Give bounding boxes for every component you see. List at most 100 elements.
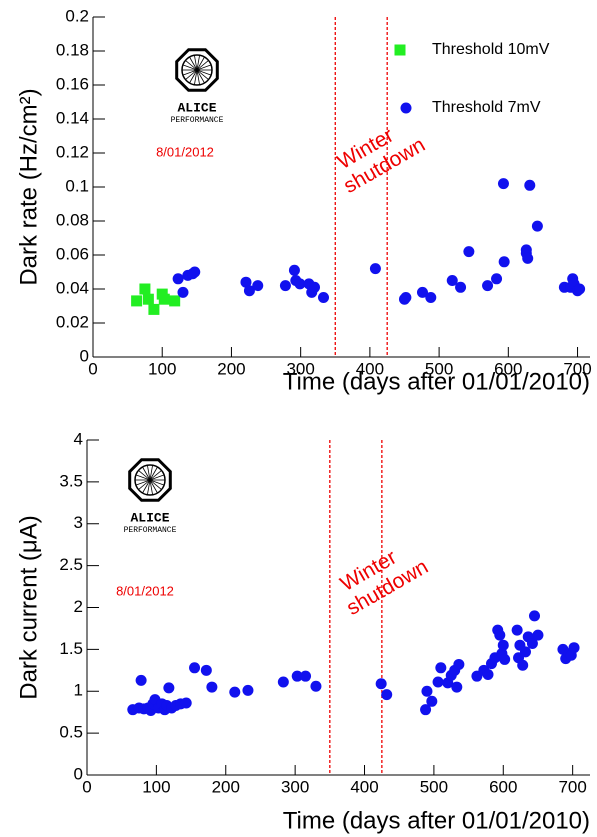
logo-spoke — [194, 69, 198, 85]
x-tick-label: 700 — [563, 359, 591, 378]
logo-spoke — [189, 56, 198, 71]
logo-title: ALICE — [130, 510, 169, 525]
y-tick-label: 4 — [74, 429, 83, 448]
y-tick-label: 3.5 — [59, 471, 83, 490]
point — [421, 685, 433, 697]
point — [446, 275, 458, 286]
y-tick-label: 0.12 — [56, 142, 89, 161]
point — [277, 676, 289, 688]
logo-spoke — [149, 479, 165, 486]
point — [142, 293, 154, 305]
logo-spoke — [149, 466, 158, 481]
point — [426, 695, 438, 707]
logo-spoke — [194, 55, 198, 71]
point — [139, 283, 151, 295]
point — [526, 638, 538, 650]
logo-spoke — [149, 479, 162, 490]
point — [568, 642, 580, 654]
point — [494, 629, 506, 641]
logo-octagon — [175, 48, 219, 92]
x-tick-label: 500 — [425, 359, 453, 378]
legend-marker — [400, 102, 412, 114]
y-tick-label: 0.16 — [56, 74, 89, 93]
point — [425, 292, 437, 303]
logo-subtitle: PERFORMANCE — [124, 526, 177, 535]
point — [163, 682, 175, 694]
point — [574, 283, 586, 295]
point — [177, 286, 189, 298]
point — [482, 280, 494, 292]
y-tick-label: 0.08 — [56, 210, 89, 229]
point — [532, 629, 544, 641]
logo-spoke — [182, 64, 198, 71]
point — [455, 281, 467, 293]
x-axis-title: Time (days after 01/01/2010) — [283, 368, 590, 395]
y-tick-label: 2.5 — [59, 555, 83, 574]
point — [497, 639, 509, 651]
point — [189, 266, 201, 278]
point — [432, 676, 444, 688]
y-tick-label: 0.1 — [65, 176, 89, 195]
y-axis-title: Dark current (μA) — [15, 515, 42, 700]
point — [294, 278, 306, 290]
x-tick-label: 700 — [558, 777, 586, 796]
point — [200, 664, 212, 676]
logo-spoke — [196, 69, 209, 80]
point — [135, 674, 147, 686]
y-tick-label: 0.02 — [56, 312, 89, 331]
logo-spoke — [135, 474, 151, 481]
point — [482, 669, 494, 680]
x-tick-label: 100 — [148, 359, 176, 378]
logo-octagon — [128, 458, 172, 502]
x-tick-label: 400 — [350, 777, 378, 796]
point — [497, 178, 509, 190]
legend-label: Threshold 10mV — [432, 41, 550, 58]
x-tick-label: 600 — [494, 359, 522, 378]
point — [158, 293, 170, 305]
logo-spoke — [196, 64, 212, 71]
logo-spoke — [149, 479, 153, 495]
legend-marker — [394, 44, 406, 56]
y-tick-label: 1.5 — [59, 639, 83, 658]
point — [519, 646, 531, 658]
logo-spoke — [196, 69, 200, 85]
point — [291, 670, 303, 682]
logo-spoke — [185, 60, 198, 71]
logo-spoke — [196, 69, 205, 84]
point — [498, 256, 510, 268]
point — [288, 264, 300, 276]
logo-spoke — [142, 479, 151, 494]
point — [180, 697, 192, 709]
logo-spoke — [138, 479, 151, 490]
point — [229, 686, 241, 698]
y-tick-label: 3 — [74, 513, 83, 532]
logo-subtitle: PERFORMANCE — [171, 116, 224, 125]
x-axis-title: Time (days after 01/01/2010) — [283, 807, 590, 834]
x-tick-label: 200 — [217, 359, 245, 378]
y-tick-label: 0 — [74, 764, 83, 783]
point — [309, 281, 321, 293]
y-tick-label: 0 — [80, 346, 89, 365]
point — [300, 670, 312, 682]
x-tick-label: 500 — [420, 777, 448, 796]
date-label: 8/01/2012 — [116, 583, 174, 598]
point — [463, 246, 475, 258]
logo-spoke — [189, 69, 198, 84]
x-tick-label: 0 — [88, 359, 97, 378]
logo-title: ALICE — [177, 100, 216, 115]
logo-spoke — [196, 60, 209, 71]
logo-spoke — [135, 479, 151, 486]
point — [169, 295, 181, 307]
point — [310, 680, 322, 692]
point — [528, 610, 540, 622]
point — [451, 681, 463, 693]
point — [242, 684, 254, 696]
logo-spoke — [196, 69, 212, 76]
x-tick-label: 200 — [212, 777, 240, 796]
legend-label: Threshold 7mV — [432, 99, 541, 116]
y-tick-label: 1 — [74, 681, 83, 700]
